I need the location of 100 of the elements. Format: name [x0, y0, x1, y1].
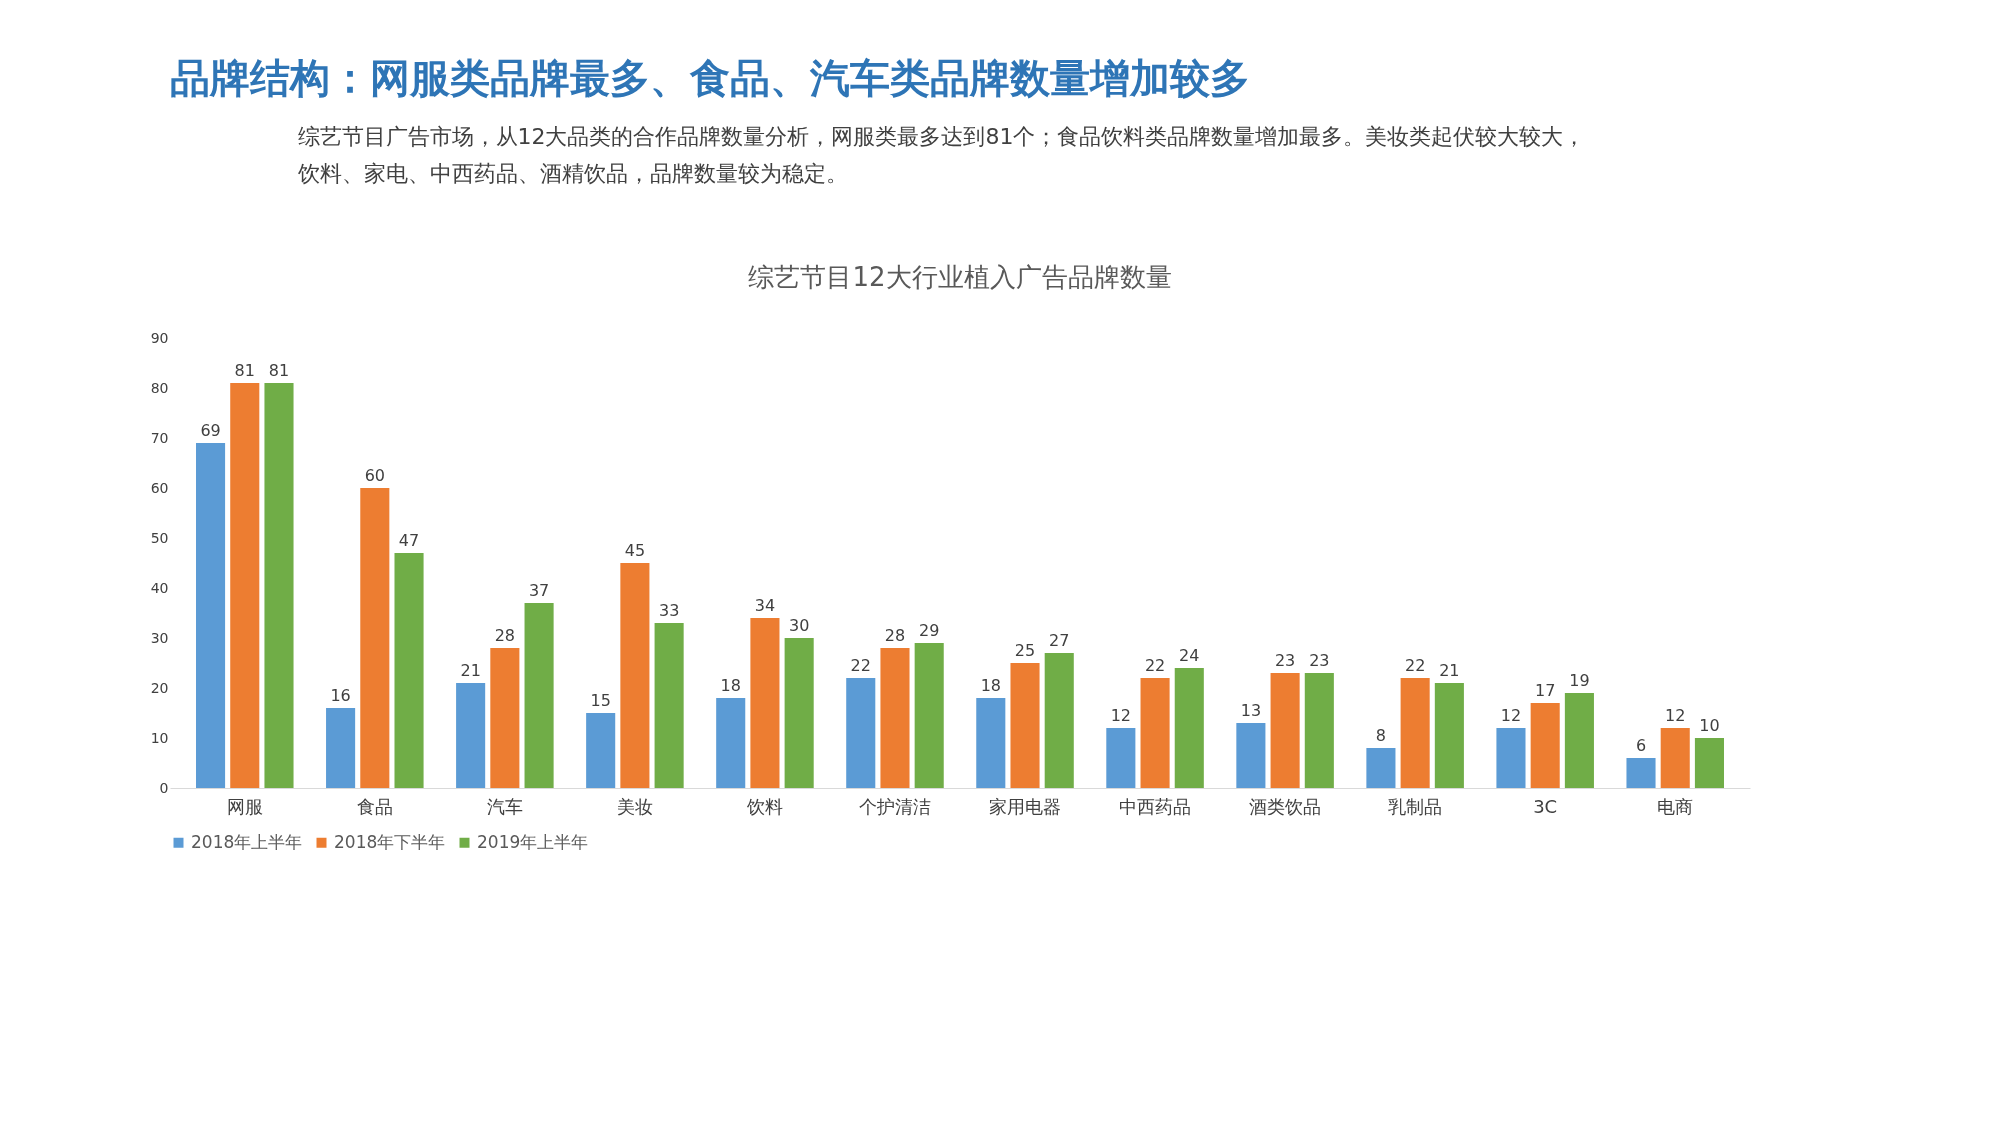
- y-tick-label: 20: [150, 679, 169, 696]
- data-label: 13: [1240, 701, 1262, 720]
- data-label: 22: [1404, 656, 1426, 675]
- bar: [1530, 703, 1560, 788]
- data-label: 17: [1535, 681, 1556, 700]
- bar: [394, 553, 424, 788]
- x-tick-label: 汽车: [486, 795, 523, 817]
- data-label: 29: [919, 621, 940, 640]
- x-tick-label: 乳制品: [1388, 795, 1443, 817]
- x-tick-label: 个护清洁: [858, 795, 931, 817]
- data-label: 69: [200, 421, 221, 440]
- y-tick-label: 30: [150, 629, 169, 646]
- bar: [524, 603, 554, 788]
- bar: [586, 713, 616, 788]
- data-label: 45: [624, 541, 646, 560]
- data-label: 24: [1179, 646, 1200, 665]
- data-label: 15: [590, 691, 611, 710]
- bar: [264, 383, 294, 788]
- bar: [1304, 673, 1334, 788]
- bar: [1174, 668, 1204, 788]
- x-tick-label: 网服: [226, 795, 263, 817]
- bar: [784, 638, 814, 788]
- bar: [1626, 758, 1656, 788]
- bar: [490, 648, 520, 788]
- bar: [230, 383, 260, 788]
- data-label: 10: [1699, 716, 1720, 735]
- bar: [1236, 723, 1266, 788]
- bar: [914, 643, 944, 788]
- data-label: 8: [1375, 726, 1387, 745]
- data-label: 27: [1049, 631, 1070, 650]
- data-label: 25: [1014, 641, 1036, 660]
- bar: [1400, 678, 1430, 788]
- bar: [620, 563, 650, 788]
- bar: [654, 623, 684, 788]
- data-label: 28: [494, 626, 516, 645]
- y-tick-label: 0: [159, 779, 169, 796]
- data-label: 21: [460, 661, 481, 680]
- bar: [196, 443, 226, 788]
- data-label: 34: [754, 596, 776, 615]
- bar: [1564, 693, 1594, 788]
- data-label: 12: [1110, 706, 1132, 725]
- x-tick-label: 酒类饮品: [1249, 795, 1322, 817]
- bar: [1270, 673, 1300, 788]
- data-label: 16: [330, 686, 351, 705]
- x-tick-label: 中西药品: [1119, 795, 1192, 817]
- data-label: 47: [398, 531, 420, 550]
- bar: [1660, 728, 1690, 788]
- y-tick-label: 80: [150, 379, 169, 396]
- y-tick-label: 50: [150, 529, 169, 546]
- legend-label: 2019年上半年: [477, 831, 589, 852]
- bar: [880, 648, 910, 788]
- data-label: 12: [1500, 706, 1522, 725]
- bar: [1694, 738, 1724, 788]
- x-tick-label: 家用电器: [989, 795, 1062, 817]
- bar: [1434, 683, 1464, 788]
- bar: [1044, 653, 1074, 788]
- data-label: 22: [1144, 656, 1166, 675]
- data-label: 18: [980, 676, 1001, 695]
- data-label: 22: [850, 656, 871, 675]
- text: 品牌结构：网服类品牌最多、食品、汽车类品牌数量增加较多: [170, 55, 1250, 102]
- bar: [716, 698, 746, 788]
- bar: [1366, 748, 1396, 788]
- data-label: 37: [528, 581, 550, 600]
- bar: [1106, 728, 1136, 788]
- y-tick-label: 90: [150, 329, 169, 346]
- bar: [976, 698, 1006, 788]
- data-label: 81: [268, 361, 290, 380]
- bar: [1010, 663, 1040, 788]
- data-label: 23: [1309, 651, 1330, 670]
- data-label: 12: [1665, 706, 1686, 725]
- bar: [456, 683, 486, 788]
- bar: [326, 708, 356, 788]
- y-tick-label: 10: [150, 729, 169, 746]
- data-label: 33: [658, 601, 680, 620]
- legend-label: 2018年上半年: [191, 831, 303, 852]
- data-label: 30: [788, 616, 810, 635]
- x-tick-label: 电商: [1657, 795, 1694, 817]
- data-label: 18: [720, 676, 741, 695]
- x-tick-label: 美妆: [616, 795, 653, 817]
- bar: [750, 618, 780, 788]
- x-tick-label: 3C: [1533, 795, 1558, 817]
- bar: [1140, 678, 1170, 788]
- data-label: 23: [1274, 651, 1296, 670]
- chart-title: 综艺节目12大行业植入广告品牌数量: [748, 262, 1172, 292]
- data-label: 6: [1635, 736, 1647, 755]
- bar: [1496, 728, 1526, 788]
- data-label: 19: [1569, 671, 1590, 690]
- data-label: 21: [1439, 661, 1460, 680]
- x-tick-label: 食品: [356, 795, 393, 817]
- data-label: 28: [884, 626, 906, 645]
- data-label: 81: [234, 361, 255, 380]
- bar: [360, 488, 390, 788]
- x-tick-label: 饮料: [745, 795, 783, 817]
- data-label: 60: [364, 466, 385, 485]
- y-tick-label: 60: [150, 479, 169, 496]
- y-tick-label: 40: [150, 579, 169, 596]
- bar: [846, 678, 876, 788]
- legend-label: 2018年下半年: [334, 831, 446, 852]
- y-tick-label: 70: [150, 429, 169, 446]
- text: 综艺节目广告市场，从12大品类的合作品牌数量分析，网服类最多达到81个；食品饮料类品牌数量增加最多。美妆类起伏较大较大，饮料、家电、中西药品、酒精饮品，品牌数量较为稳定。: [296, 124, 1586, 186]
